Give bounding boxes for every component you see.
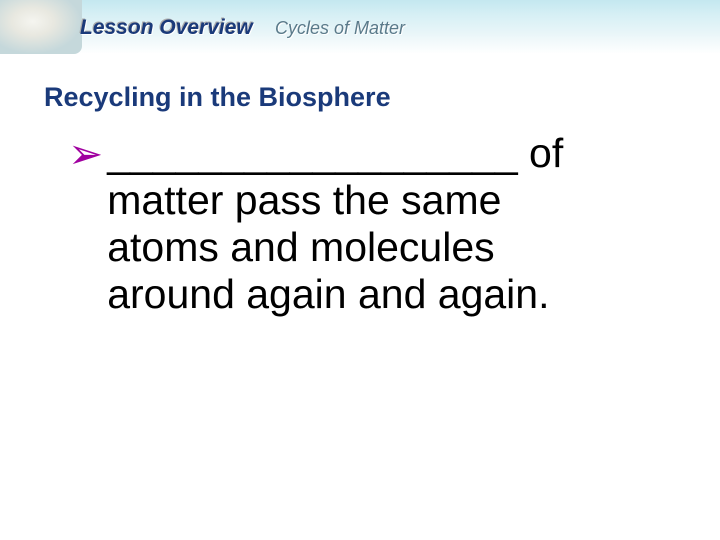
body-content: ➢ __________________ of matter pass the … bbox=[68, 130, 688, 319]
header-subtitle: Cycles of Matter bbox=[275, 18, 405, 39]
bullet-item: ➢ __________________ of matter pass the … bbox=[68, 130, 688, 319]
line1-suffix: of bbox=[518, 130, 564, 176]
line3: atoms and molecules bbox=[107, 224, 494, 270]
header-decorative-image bbox=[0, 0, 82, 54]
bullet-chevron-icon: ➢ bbox=[68, 130, 103, 178]
section-title: Recycling in the Biosphere bbox=[44, 82, 391, 113]
lesson-overview-label: Lesson Overview bbox=[80, 16, 253, 40]
line4: around again and again. bbox=[107, 271, 549, 317]
body-text: __________________ of matter pass the sa… bbox=[107, 130, 563, 319]
blank-line: __________________ bbox=[107, 130, 517, 176]
line2: matter pass the same bbox=[107, 177, 501, 223]
slide-header: Lesson Overview Cycles of Matter bbox=[0, 0, 720, 54]
